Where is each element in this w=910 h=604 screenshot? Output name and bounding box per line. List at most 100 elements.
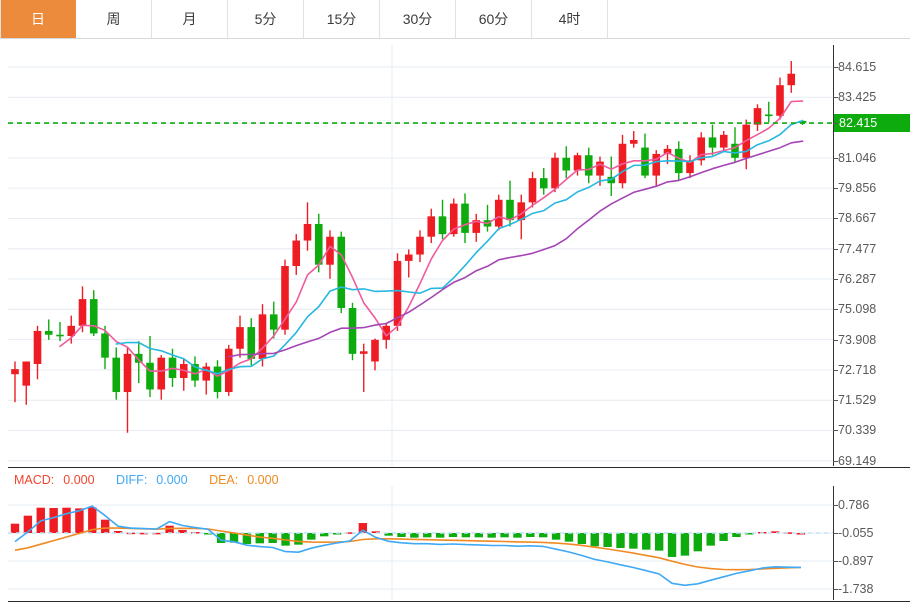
macd-histogram-bar bbox=[719, 533, 728, 541]
macd-histogram-bar bbox=[577, 533, 587, 544]
macd-histogram-bar bbox=[204, 533, 213, 535]
macd-histogram-bar bbox=[319, 533, 329, 537]
macd-histogram-bar bbox=[551, 533, 561, 540]
axis-tick bbox=[833, 218, 838, 220]
macd-histogram-bar bbox=[500, 533, 509, 538]
macd-histogram-bar bbox=[590, 533, 599, 547]
candlestick bbox=[641, 133, 649, 179]
candlestick bbox=[731, 127, 739, 163]
candlestick bbox=[652, 150, 661, 186]
macd-histogram-bar bbox=[294, 533, 303, 545]
macd-histogram-bar bbox=[435, 533, 445, 538]
ma-line-20 bbox=[228, 140, 804, 358]
axis-tick bbox=[833, 123, 838, 125]
macd-histogram-bar bbox=[513, 533, 522, 538]
macd-histogram-bar bbox=[629, 533, 638, 549]
candlestick bbox=[708, 124, 717, 156]
diff-value: 0.000 bbox=[156, 473, 188, 487]
current-price-badge: 82.415 bbox=[834, 114, 910, 133]
price-axis-label: 70.339 bbox=[838, 423, 877, 438]
macd-histogram-bar bbox=[152, 532, 161, 535]
axis-tick bbox=[833, 279, 838, 281]
candlestick bbox=[517, 194, 526, 240]
tab-4[interactable]: 15分 bbox=[304, 0, 380, 38]
candlestick bbox=[22, 361, 31, 405]
macd-histogram-bar bbox=[680, 533, 690, 556]
price-axis-label: 83.425 bbox=[838, 90, 877, 105]
price-axis-line bbox=[833, 45, 834, 466]
candlestick bbox=[551, 152, 559, 193]
candlestick bbox=[202, 362, 211, 395]
candlestick bbox=[371, 338, 379, 371]
candlestick bbox=[123, 347, 132, 433]
macd-histogram-bar bbox=[770, 531, 780, 533]
tab-6[interactable]: 60分 bbox=[456, 0, 532, 38]
candlestick bbox=[56, 322, 64, 342]
price-axis-label: 69.149 bbox=[838, 453, 877, 468]
macd-histogram-bar bbox=[88, 507, 97, 533]
macd-histogram-bar bbox=[461, 533, 471, 538]
axis-tick bbox=[833, 97, 838, 99]
macd-histogram-bar bbox=[539, 533, 548, 538]
axis-tick bbox=[833, 248, 838, 250]
candlestick bbox=[539, 167, 548, 195]
tab-5[interactable]: 30分 bbox=[380, 0, 456, 38]
macd-histogram-bar bbox=[616, 533, 625, 548]
candlestick bbox=[776, 77, 784, 120]
macd-histogram-bar bbox=[410, 533, 419, 538]
tab-2[interactable]: 月 bbox=[152, 0, 228, 38]
price-axis-label: 84.615 bbox=[838, 60, 877, 74]
macd-histogram-bar bbox=[384, 533, 393, 536]
tab-1[interactable]: 周 bbox=[76, 0, 152, 38]
candlestick bbox=[101, 325, 109, 370]
macd-histogram-bar bbox=[100, 519, 110, 533]
ma-line-5 bbox=[59, 100, 804, 378]
axis-tick bbox=[833, 188, 838, 190]
tab-7[interactable]: 4时 bbox=[532, 0, 608, 38]
macd-axis-label: -1.738 bbox=[838, 582, 874, 597]
tab-0[interactable]: 日 bbox=[0, 0, 76, 38]
candlestick bbox=[337, 231, 346, 314]
candlestick bbox=[494, 194, 503, 231]
candlestick bbox=[697, 132, 706, 166]
axis-tick bbox=[833, 309, 838, 311]
price-axis-label: 78.667 bbox=[838, 211, 877, 226]
macd-histogram-bar bbox=[178, 530, 187, 533]
macd-histogram-bar bbox=[242, 533, 252, 544]
price-axis-label: 76.287 bbox=[838, 272, 877, 287]
candlestick bbox=[629, 131, 638, 148]
tab-3[interactable]: 5分 bbox=[228, 0, 304, 38]
axis-tick bbox=[833, 561, 838, 563]
panel-divider-top bbox=[8, 467, 910, 468]
candlestick bbox=[461, 193, 469, 244]
macd-histogram-bar bbox=[216, 533, 226, 543]
price-axis-label: 75.098 bbox=[838, 302, 877, 317]
axis-tick bbox=[833, 430, 838, 432]
macd-histogram-bar bbox=[474, 533, 483, 538]
diff-line bbox=[14, 505, 801, 587]
macd-histogram-bar bbox=[397, 533, 406, 537]
candlestick bbox=[404, 249, 413, 278]
price-axis-label: 71.529 bbox=[838, 393, 877, 408]
candlestick bbox=[427, 208, 436, 244]
axis-tick bbox=[833, 460, 838, 462]
ma-line-10 bbox=[115, 120, 804, 375]
candlestick bbox=[247, 318, 256, 366]
candlestick bbox=[528, 171, 537, 208]
macd-histogram-bar bbox=[642, 533, 651, 550]
axis-tick bbox=[833, 369, 838, 371]
macd-axis-label: 0.786 bbox=[838, 498, 870, 512]
macd-histogram-bar bbox=[371, 531, 380, 533]
candlestick bbox=[67, 315, 76, 344]
price-axis-label: 73.908 bbox=[838, 332, 877, 347]
panel-divider-bottom bbox=[8, 601, 910, 602]
macd-histogram-bar bbox=[603, 533, 612, 547]
axis-tick bbox=[833, 67, 838, 68]
candlestick bbox=[134, 341, 143, 384]
macd-chart-panel[interactable] bbox=[8, 486, 833, 600]
dea-value: 0.000 bbox=[247, 473, 279, 487]
macd-histogram-bar bbox=[75, 508, 84, 533]
candlestick bbox=[416, 230, 424, 263]
candlestick-chart-panel[interactable] bbox=[8, 45, 833, 466]
